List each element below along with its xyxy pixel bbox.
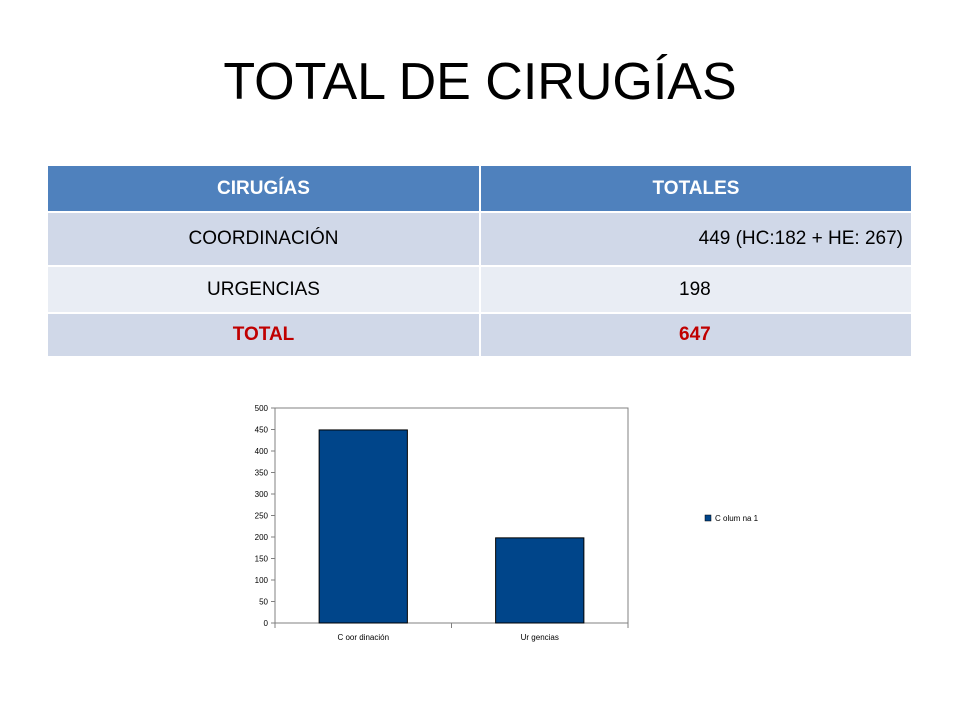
cell-urgencias-total: 198 — [480, 265, 913, 313]
y-tick-label: 200 — [255, 533, 269, 542]
header-totales: TOTALES — [480, 166, 913, 212]
cell-coordinacion-name: COORDINACIÓN — [48, 211, 481, 266]
legend-label: C olum na 1 — [715, 514, 759, 523]
cell-total-name: TOTAL — [48, 312, 481, 356]
bar-1 — [495, 537, 585, 624]
table-row-coordinacion: COORDINACIÓN 449 (HC:182 + HE: 267) — [48, 211, 913, 266]
cell-total-value: 647 — [480, 312, 913, 356]
table-header-row: CIRUGÍAS TOTALES — [48, 166, 913, 212]
y-tick-label: 400 — [255, 447, 269, 456]
y-tick-label: 50 — [259, 598, 268, 607]
y-tick-label: 0 — [264, 619, 269, 628]
surgery-table: CIRUGÍAS TOTALES COORDINACIÓN 449 (HC:18… — [48, 166, 913, 356]
bar-0 — [318, 429, 408, 624]
table-row-urgencias: URGENCIAS 198 — [48, 265, 913, 313]
x-tick-label: Ur gencias — [521, 633, 559, 642]
bar-chart: 0 50 100 150 200 250 300 350 400 450 500 C oor dina… — [255, 404, 759, 642]
cell-urgencias-name: URGENCIAS — [48, 265, 481, 313]
y-tick-label: 250 — [255, 512, 269, 521]
y-tick-label: 100 — [255, 576, 269, 585]
legend-swatch — [704, 514, 712, 522]
y-tick-label: 150 — [255, 555, 269, 564]
y-tick-label: 300 — [255, 490, 269, 499]
table-row-total: TOTAL 647 — [48, 312, 913, 356]
slide-title: TOTAL DE CIRUGÍAS — [223, 53, 737, 111]
header-cirugias: CIRUGÍAS — [48, 166, 481, 212]
y-tick-label: 500 — [255, 404, 269, 413]
y-tick-label: 450 — [255, 426, 269, 435]
y-tick-label: 350 — [255, 469, 269, 478]
x-tick-label: C oor dinación — [337, 633, 389, 642]
cell-coordinacion-total: 449 (HC:182 + HE: 267) — [480, 211, 913, 266]
